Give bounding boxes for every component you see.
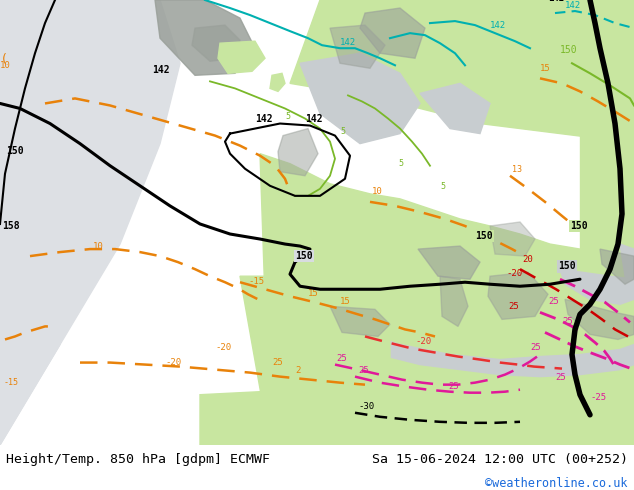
Text: 25: 25 <box>358 366 369 375</box>
Polygon shape <box>0 0 180 445</box>
Polygon shape <box>418 246 480 279</box>
Text: -15: -15 <box>248 277 264 286</box>
Text: 142: 142 <box>305 114 323 123</box>
Text: 150: 150 <box>558 261 576 271</box>
Polygon shape <box>440 276 468 326</box>
Text: 25: 25 <box>272 358 283 367</box>
Text: 142: 142 <box>490 21 506 30</box>
Text: ©weatheronline.co.uk: ©weatheronline.co.uk <box>485 477 628 490</box>
Text: 142: 142 <box>548 0 564 3</box>
Text: 142: 142 <box>565 1 581 10</box>
Text: Height/Temp. 850 hPa [gdpm] ECMWF: Height/Temp. 850 hPa [gdpm] ECMWF <box>6 453 270 466</box>
Text: 2: 2 <box>295 366 301 375</box>
Polygon shape <box>490 222 535 256</box>
Polygon shape <box>330 25 385 68</box>
Text: 10: 10 <box>0 61 11 70</box>
Text: 25: 25 <box>448 382 459 391</box>
Text: Sa 15-06-2024 12:00 UTC (00+252): Sa 15-06-2024 12:00 UTC (00+252) <box>372 453 628 466</box>
Polygon shape <box>290 0 634 144</box>
Text: -15: -15 <box>4 378 19 387</box>
Text: -20: -20 <box>215 343 231 351</box>
Polygon shape <box>300 53 420 144</box>
Text: 15: 15 <box>540 64 551 74</box>
Text: 5: 5 <box>340 126 345 136</box>
Text: 25: 25 <box>530 343 541 351</box>
Text: 25: 25 <box>555 372 566 382</box>
Text: -30: -30 <box>358 402 374 411</box>
Polygon shape <box>200 385 634 445</box>
Polygon shape <box>278 128 318 176</box>
Polygon shape <box>192 25 240 61</box>
Polygon shape <box>360 8 425 58</box>
Text: 25: 25 <box>548 297 559 306</box>
Text: 13: 13 <box>512 165 522 174</box>
Polygon shape <box>330 306 390 337</box>
Polygon shape <box>488 272 548 319</box>
Polygon shape <box>565 299 634 340</box>
Text: 5: 5 <box>398 159 403 168</box>
Text: 25: 25 <box>508 302 519 311</box>
Text: 142: 142 <box>340 38 356 47</box>
Polygon shape <box>270 74 285 92</box>
Polygon shape <box>155 0 255 75</box>
Text: (: ( <box>2 53 7 66</box>
Text: 15: 15 <box>340 297 351 306</box>
Polygon shape <box>260 154 634 445</box>
Text: 5: 5 <box>285 112 290 121</box>
Text: 158: 158 <box>2 221 20 231</box>
Polygon shape <box>218 41 265 74</box>
Text: 5: 5 <box>440 182 445 191</box>
Text: 20: 20 <box>522 255 533 264</box>
Text: 10: 10 <box>93 242 104 251</box>
Text: 150: 150 <box>560 45 578 55</box>
Polygon shape <box>560 269 634 304</box>
Text: 142: 142 <box>152 65 170 75</box>
Text: -20: -20 <box>506 269 522 278</box>
Polygon shape <box>240 276 390 445</box>
Text: 25: 25 <box>562 318 573 326</box>
Text: -20: -20 <box>415 338 431 346</box>
Text: 150: 150 <box>295 251 313 261</box>
Text: 25: 25 <box>336 354 347 363</box>
Text: 15: 15 <box>308 289 319 298</box>
Polygon shape <box>300 315 634 377</box>
Text: 150: 150 <box>570 221 588 231</box>
Polygon shape <box>0 0 80 445</box>
Text: -25: -25 <box>590 392 606 402</box>
Polygon shape <box>600 249 634 284</box>
Polygon shape <box>420 83 490 134</box>
Polygon shape <box>580 0 634 445</box>
Text: -20: -20 <box>165 358 181 367</box>
Text: 142: 142 <box>255 114 273 123</box>
Text: 150: 150 <box>6 146 23 156</box>
Text: 150: 150 <box>475 231 493 241</box>
Text: 10: 10 <box>372 187 383 196</box>
Polygon shape <box>620 244 634 294</box>
